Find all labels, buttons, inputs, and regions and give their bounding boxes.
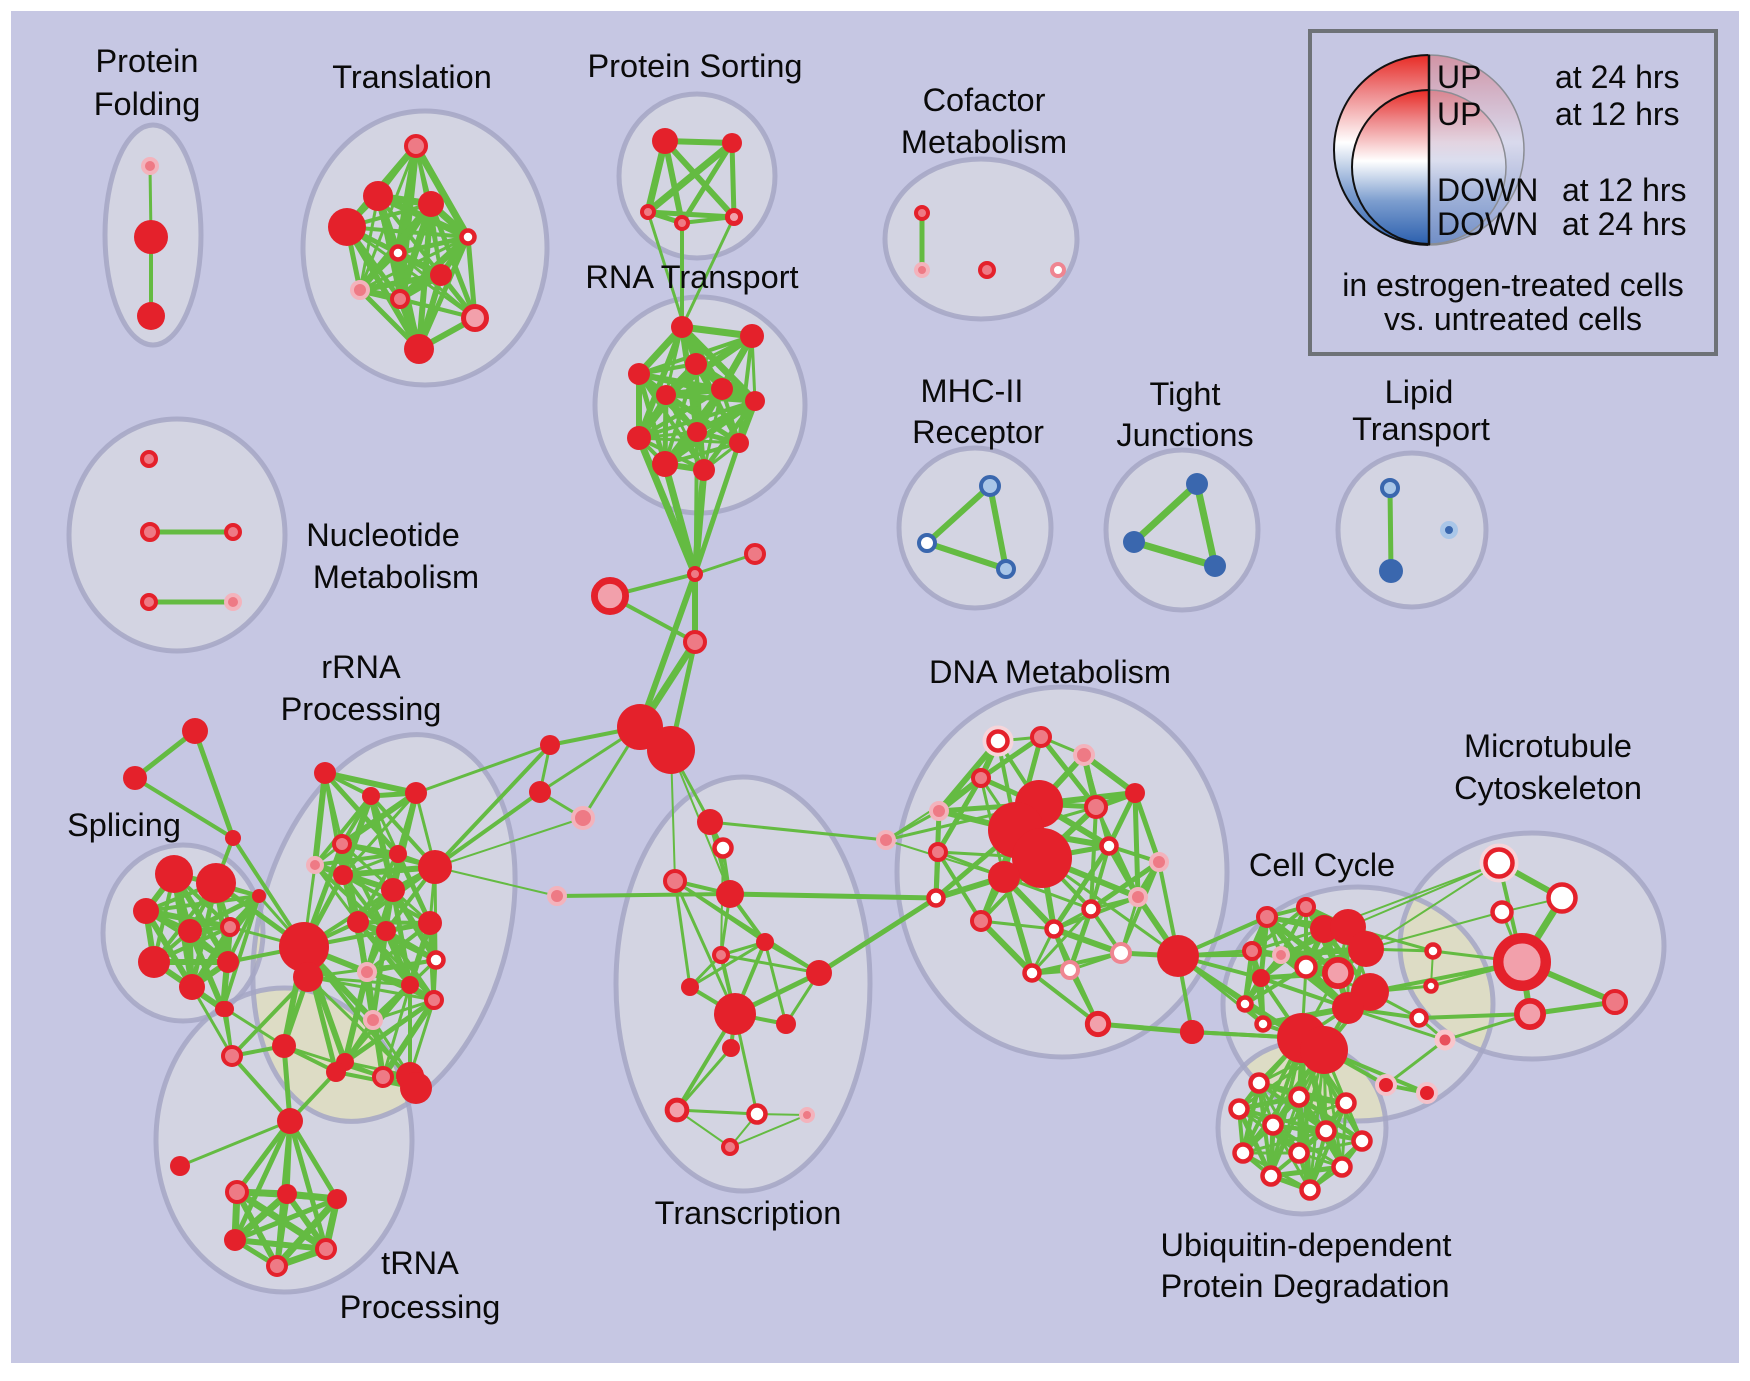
svg-text:tRNA: tRNA — [381, 1245, 459, 1281]
svg-text:Metabolism: Metabolism — [313, 559, 479, 595]
svg-text:Splicing: Splicing — [67, 807, 181, 843]
svg-text:Microtubule: Microtubule — [1464, 728, 1632, 764]
svg-text:Junctions: Junctions — [1116, 417, 1253, 453]
svg-text:Tight: Tight — [1149, 376, 1220, 412]
svg-text:in estrogen-treated cells: in estrogen-treated cells — [1342, 267, 1684, 303]
svg-text:Processing: Processing — [281, 691, 442, 727]
svg-text:Transcription: Transcription — [655, 1195, 842, 1231]
svg-text:Translation: Translation — [332, 59, 492, 95]
svg-text:at 12 hrs: at 12 hrs — [1555, 96, 1680, 132]
svg-text:Cytoskeleton: Cytoskeleton — [1454, 770, 1642, 806]
svg-text:rRNA: rRNA — [321, 649, 401, 685]
svg-text:DNA Metabolism: DNA Metabolism — [929, 654, 1171, 690]
svg-text:Receptor: Receptor — [912, 414, 1044, 450]
svg-text:vs. untreated cells: vs. untreated cells — [1384, 301, 1642, 337]
svg-text:MHC-II: MHC-II — [921, 373, 1024, 409]
svg-text:at 24 hrs: at 24 hrs — [1562, 206, 1687, 242]
svg-text:Lipid: Lipid — [1385, 374, 1454, 410]
svg-text:at 24 hrs: at 24 hrs — [1555, 59, 1680, 95]
svg-text:DOWN: DOWN — [1437, 206, 1538, 242]
svg-text:UP: UP — [1437, 96, 1481, 132]
svg-text:Transport: Transport — [1352, 411, 1490, 447]
svg-text:Protein Sorting: Protein Sorting — [588, 48, 803, 84]
svg-text:UP: UP — [1437, 59, 1481, 95]
svg-text:Protein Degradation: Protein Degradation — [1160, 1268, 1449, 1304]
svg-text:Ubiquitin-dependent: Ubiquitin-dependent — [1161, 1227, 1452, 1263]
svg-text:DOWN: DOWN — [1437, 172, 1538, 208]
svg-text:Folding: Folding — [94, 86, 201, 122]
svg-text:RNA Transport: RNA Transport — [585, 259, 798, 295]
svg-text:Cofactor: Cofactor — [923, 82, 1046, 118]
svg-text:Metabolism: Metabolism — [901, 124, 1067, 160]
svg-text:Cell Cycle: Cell Cycle — [1249, 847, 1395, 883]
svg-text:Protein: Protein — [96, 43, 199, 79]
svg-text:Nucleotide: Nucleotide — [306, 517, 460, 553]
svg-text:at 12 hrs: at 12 hrs — [1562, 172, 1687, 208]
svg-text:Processing: Processing — [340, 1289, 501, 1325]
